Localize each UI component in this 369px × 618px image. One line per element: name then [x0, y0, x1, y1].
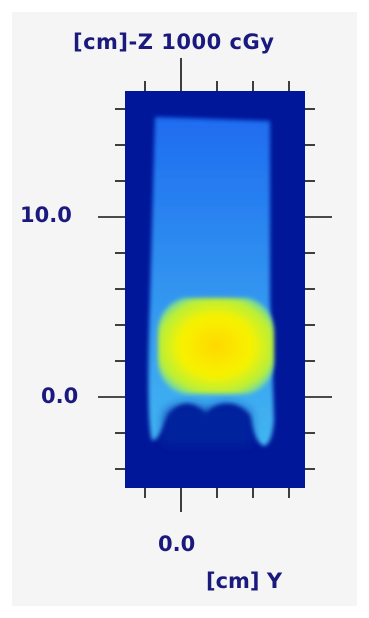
axis-ticks — [98, 58, 332, 512]
top-ticks — [144, 58, 290, 91]
plot-title: [cm]-Z 1000 cGy — [73, 30, 275, 54]
hotspot-region — [158, 298, 274, 394]
horizontal-tick-label-0: 0.0 — [158, 532, 196, 556]
left-ticks — [98, 108, 125, 470]
bottom-ticks — [144, 488, 290, 512]
beam-shadow — [162, 404, 252, 445]
beam-region — [148, 117, 274, 446]
vertical-tick-label-10: 10.0 — [20, 203, 72, 227]
vertical-tick-label-0: 0.0 — [41, 384, 79, 408]
right-ticks — [305, 108, 332, 470]
horizontal-axis-title: [cm] Y — [206, 569, 283, 593]
